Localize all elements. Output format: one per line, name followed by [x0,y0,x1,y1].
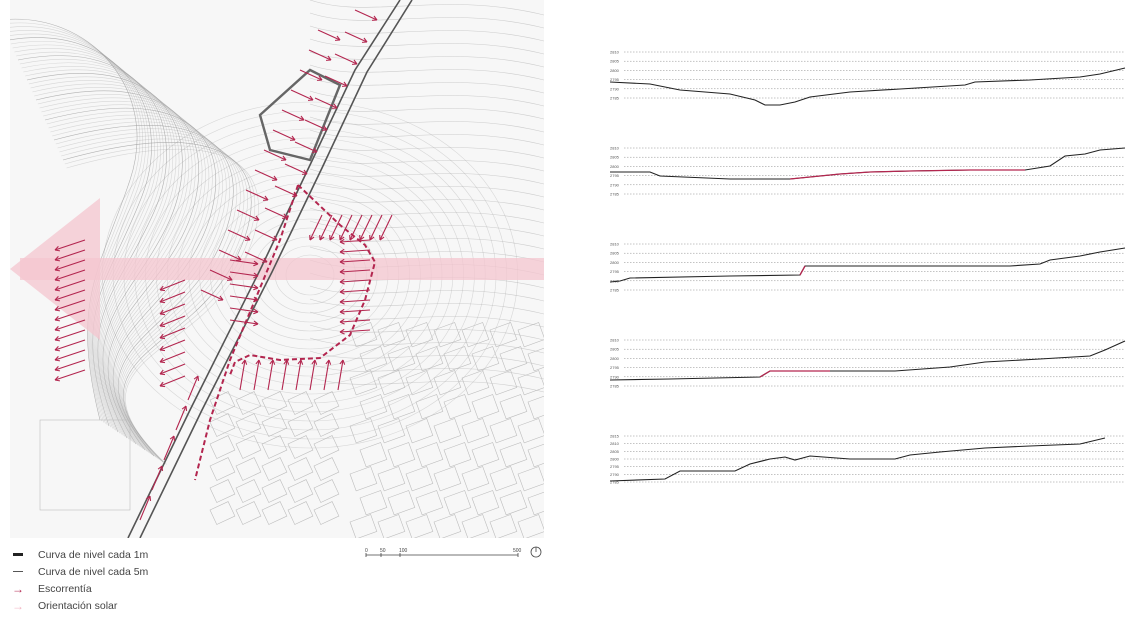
legend-label: Orientación solar [38,599,118,612]
north-arrow-icon [530,546,542,558]
profile-panel: 2810 2805 2800 2795 2790 2785 [610,50,1126,106]
profile-panel: 2810 2805 2800 2795 2790 2785 [610,242,1126,293]
runoff-arrows [54,9,393,521]
profile-level-label: 2795 [610,77,620,82]
profile-level-label: 2785 [610,96,620,101]
profile-level-label: 2805 [610,59,620,64]
profile-level-label: 2800 [610,68,620,73]
study-area-boundary [194,184,377,481]
profile-level-label: 2785 [610,192,620,197]
profile-highlight [799,265,806,276]
profile-level-label: 2810 [610,338,620,343]
profile-level-label: 2810 [610,146,620,151]
profile-level-label: 2810 [610,242,620,247]
elevation-profiles: 2810 2805 2800 2795 2790 2785 2810 2805 2800 2795… [610,50,1126,485]
profile-level-label: 2785 [610,384,620,389]
profile-line [610,340,1126,381]
profile-line [610,67,1126,106]
legend-item-runoff: → Escorrentía [10,580,270,597]
profile-level-label: 2810 [610,50,620,55]
solar-arrow-icon: → [12,598,24,613]
legend-label: Curva de nivel cada 1m [38,548,149,561]
profile-level-label: 2785 [610,288,620,293]
profile-level-label: 2800 [610,356,620,361]
solar-orientation-arrow [10,198,544,340]
profile-panel: 2810 2805 2800 2795 2790 2785 [610,146,1126,197]
profile-level-label: 2785 [610,480,620,485]
thin-line-icon [10,571,26,572]
profile-level-label: 2805 [610,449,620,454]
thick-line-icon [10,553,26,556]
scale-bar: 0 50 100 500 [365,546,542,558]
profile-panel: 2810 2805 2800 2795 2790 2785 [610,338,1126,389]
profile-level-label: 2805 [610,347,620,352]
profile-level-label: 2790 [610,374,620,379]
legend-item-5m: Curva de nivel cada 5m [10,563,270,580]
profile-level-label: 2790 [610,86,620,91]
legend-item-solar: → Orientación solar [10,597,270,614]
legend-item-1m: Curva de nivel cada 1m [10,546,270,563]
profile-level-label: 2800 [610,260,620,265]
scale-tick-label: 0 [365,548,368,554]
scale-tick-label: 500 [513,548,522,554]
profile-level-label: 2790 [610,182,620,187]
scale-tick-label: 100 [399,548,408,554]
runoff-arrow-icon: → [12,581,24,596]
legend-label: Escorrentía [38,582,92,595]
profile-level-label: 2795 [610,464,620,469]
profile-level-label: 2790 [610,278,620,283]
profile-level-label: 2795 [610,269,620,274]
urban-blocks [39,322,544,538]
map-legend: Curva de nivel cada 1m Curva de nivel ca… [10,546,270,614]
profile-line [610,147,1126,180]
profile-level-label: 2805 [610,155,620,160]
profile-level-label: 2800 [610,164,620,169]
profile-panel: 2815 2810 2805 2800 2795 2790 2785 [610,434,1125,485]
profile-highlight [789,169,1025,180]
profile-level-label: 2810 [610,441,620,446]
scale-tick-label: 50 [380,548,386,554]
profile-level-label: 2815 [610,434,620,439]
profile-level-label: 2790 [610,472,620,477]
profile-highlight [759,370,830,378]
profile-level-label: 2805 [610,251,620,256]
profile-line [610,247,1126,283]
legend-label: Curva de nivel cada 5m [38,565,149,578]
profile-level-label: 2795 [610,173,620,178]
profile-level-label: 2800 [610,457,620,462]
topographic-map [10,0,544,538]
profile-level-label: 2795 [610,365,620,370]
profile-line [610,437,1106,482]
